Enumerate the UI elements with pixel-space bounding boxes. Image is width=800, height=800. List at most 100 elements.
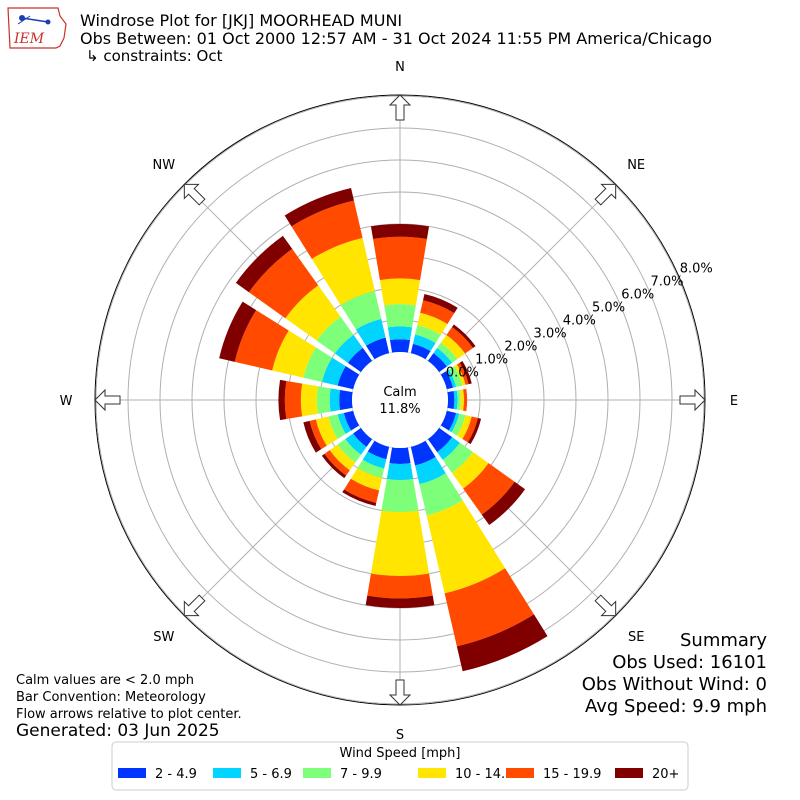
compass-label-E: E xyxy=(730,394,738,409)
calm-value: 11.8% xyxy=(379,402,420,417)
bar-SSW-bin-5 xyxy=(344,478,380,503)
summary-block: Summary Obs Used: 16101 Obs Without Wind… xyxy=(582,630,768,717)
iem-logo: IEM xyxy=(7,7,67,49)
flow-arrows xyxy=(94,94,706,706)
bar-S-bin-1 xyxy=(389,447,411,464)
flow-arrow-E xyxy=(679,388,706,412)
windrose-bars xyxy=(219,187,548,672)
legend-label-3: 7 - 9.9 xyxy=(340,767,382,782)
legend-label-1: 2 - 4.9 xyxy=(155,767,197,782)
radial-tick-label-7: 7.0% xyxy=(650,274,683,289)
bar-ESE-bin-4 xyxy=(456,415,472,440)
bar-SSE-bin-1 xyxy=(410,440,436,466)
bar-W-bin-5 xyxy=(284,380,303,420)
bar-NNE-bin-2 xyxy=(412,334,436,352)
bar-NNW-bin-4 xyxy=(311,237,375,306)
bar-W-bin-1 xyxy=(339,389,353,411)
bar-SE-bin-2 xyxy=(437,437,460,460)
bar-S-bin-6 xyxy=(365,595,435,608)
bar-SSE-bin-5 xyxy=(444,568,534,647)
bar-NNE-bin-4 xyxy=(417,312,448,335)
legend-swatch-6 xyxy=(615,768,643,778)
bar-SSW-bin-3 xyxy=(357,459,385,478)
bar-NW-bin-1 xyxy=(347,347,373,373)
compass-label-NW: NW xyxy=(153,158,176,173)
compass-label-N: N xyxy=(395,60,405,75)
bar-NE-bin-3 xyxy=(437,342,458,363)
bar-SW-bin-2 xyxy=(345,433,367,455)
bar-SSE-bin-2 xyxy=(415,456,446,485)
bar-WNW-bin-4 xyxy=(272,330,316,378)
bar-NNW-bin-1 xyxy=(366,337,390,360)
bar-ENE-bin-3 xyxy=(448,366,463,388)
summary-obs-without-wind: Obs Without Wind: 0 xyxy=(582,674,767,695)
bar-ESE-bin-2 xyxy=(448,412,460,433)
bar-WSW-bin-2 xyxy=(337,412,352,434)
bar-WSW-bin-6 xyxy=(303,420,322,453)
bar-NW-bin-3 xyxy=(316,316,354,354)
bar-N-bin-2 xyxy=(387,326,413,341)
bar-NE-bin-1 xyxy=(427,353,447,373)
radial-tick-label-1: 1.0% xyxy=(475,352,508,367)
bar-SSE-bin-6 xyxy=(456,614,548,672)
summary-avg-speed: Avg Speed: 9.9 mph xyxy=(585,696,767,717)
bar-SW-bin-3 xyxy=(337,439,361,463)
compass-label-S: S xyxy=(396,728,404,743)
bar-SE-bin-6 xyxy=(481,481,526,526)
bar-ESE-bin-6 xyxy=(467,417,482,445)
legend-swatch-4 xyxy=(418,768,446,778)
bar-ENE-bin-2 xyxy=(446,369,457,388)
bar-SW-bin-6 xyxy=(321,453,347,479)
radial-tick-label-5: 5.0% xyxy=(592,300,625,315)
bar-NNW-bin-6 xyxy=(284,187,354,227)
bar-NW-bin-5 xyxy=(248,248,319,319)
bar-NE-bin-4 xyxy=(440,334,466,360)
bar-W-bin-6 xyxy=(278,379,287,421)
bar-NNE-bin-3 xyxy=(415,325,441,344)
compass-label-SE: SE xyxy=(628,630,644,645)
bar-S-bin-4 xyxy=(370,510,430,576)
legend-label-6: 20+ xyxy=(652,767,679,782)
bar-WNW-bin-5 xyxy=(234,310,289,371)
bar-WNW-bin-3 xyxy=(303,347,333,383)
bar-N-bin-3 xyxy=(384,304,416,328)
bar-WNW-bin-1 xyxy=(337,366,360,390)
calm-label: Calm xyxy=(383,385,416,400)
bar-ENE-bin-1 xyxy=(440,371,454,390)
bar-N-bin-5 xyxy=(373,236,427,281)
bar-WSW-bin-5 xyxy=(309,419,327,450)
flow-arrow-S xyxy=(388,679,412,706)
bar-N-bin-6 xyxy=(370,223,430,240)
bar-NW-bin-2 xyxy=(334,334,363,363)
bar-ESE-bin-5 xyxy=(462,416,478,443)
bar-ESE-bin-1 xyxy=(440,410,457,431)
compass-label-NE: NE xyxy=(627,158,645,173)
calm-circle xyxy=(352,352,448,448)
radial-tick-label-2: 2.0% xyxy=(504,339,537,354)
bar-NNW-bin-2 xyxy=(355,318,386,346)
bar-SSW-bin-6 xyxy=(342,489,377,507)
legend-label-5: 15 - 19.9 xyxy=(543,767,601,782)
radial-tick-labels: 0.0%1.0%2.0%3.0%4.0%5.0%6.0%7.0%8.0% xyxy=(446,261,713,380)
legend-label-4: 10 - 14.9 xyxy=(455,767,513,782)
legend: Wind Speed [mph] 2 - 4.9 5 - 6.9 7 - 9.9 10… xyxy=(111,741,689,791)
bar-SSW-bin-2 xyxy=(362,451,387,469)
bar-SW-bin-5 xyxy=(324,450,350,476)
bar-E-bin-3 xyxy=(456,389,461,411)
bar-N-bin-1 xyxy=(389,339,411,353)
bar-WSW-bin-4 xyxy=(315,416,338,446)
legend-swatch-5 xyxy=(506,768,534,778)
bar-E-bin-4 xyxy=(459,389,464,411)
bar-NE-bin-6 xyxy=(452,324,476,348)
bar-convention-note: Bar Convention: Meteorology xyxy=(16,690,206,705)
compass-label-SW: SW xyxy=(153,630,174,645)
bar-SE-bin-3 xyxy=(442,442,473,473)
flow-arrow-NW xyxy=(183,183,206,206)
bar-WNW-bin-2 xyxy=(322,357,346,386)
bar-E-bin-2 xyxy=(453,390,458,410)
bar-NNE-bin-1 xyxy=(410,343,431,360)
bar-SE-bin-1 xyxy=(427,427,453,453)
bar-W-bin-2 xyxy=(329,388,341,412)
bar-NW-bin-4 xyxy=(285,285,341,341)
